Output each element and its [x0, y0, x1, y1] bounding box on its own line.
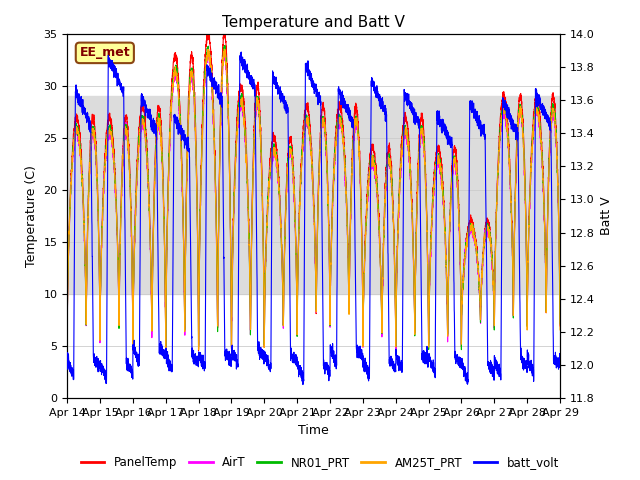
Bar	[67, 96, 560, 294]
Title: Temperature and Batt V: Temperature and Batt V	[222, 15, 405, 30]
Y-axis label: Batt V: Batt V	[600, 197, 613, 235]
Text: EE_met: EE_met	[79, 47, 130, 60]
X-axis label: Time: Time	[298, 424, 329, 437]
Y-axis label: Temperature (C): Temperature (C)	[25, 165, 38, 267]
Legend: PanelTemp, AirT, NR01_PRT, AM25T_PRT, batt_volt: PanelTemp, AirT, NR01_PRT, AM25T_PRT, ba…	[76, 452, 564, 474]
